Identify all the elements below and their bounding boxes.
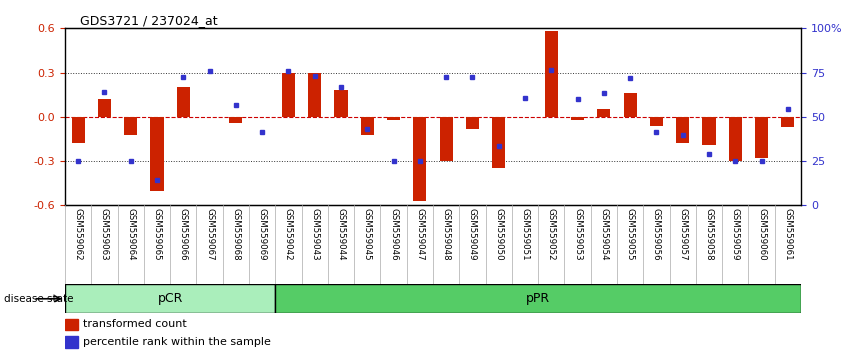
Text: GSM559069: GSM559069 bbox=[257, 208, 267, 260]
Bar bbox=[676, 117, 689, 143]
Text: GSM559048: GSM559048 bbox=[442, 208, 450, 260]
Text: GSM559065: GSM559065 bbox=[152, 208, 161, 260]
Text: GSM559068: GSM559068 bbox=[231, 208, 241, 260]
Bar bbox=[466, 117, 479, 129]
Text: GSM559050: GSM559050 bbox=[494, 208, 503, 260]
Bar bbox=[624, 93, 637, 117]
Text: GSM559046: GSM559046 bbox=[389, 208, 398, 260]
Text: GSM559053: GSM559053 bbox=[573, 208, 582, 260]
Bar bbox=[755, 117, 768, 158]
Text: GSM559063: GSM559063 bbox=[100, 208, 109, 260]
Bar bbox=[334, 90, 347, 117]
Bar bbox=[598, 109, 611, 117]
Text: pCR: pCR bbox=[158, 292, 183, 305]
Text: GSM559054: GSM559054 bbox=[599, 208, 609, 260]
Text: GSM559057: GSM559057 bbox=[678, 208, 688, 260]
Bar bbox=[571, 117, 585, 120]
Text: GSM559058: GSM559058 bbox=[705, 208, 714, 260]
Bar bbox=[387, 117, 400, 120]
Bar bbox=[361, 117, 374, 135]
Text: GSM559056: GSM559056 bbox=[652, 208, 661, 260]
Bar bbox=[781, 117, 794, 127]
Bar bbox=[65, 336, 78, 348]
Bar bbox=[413, 117, 426, 201]
Bar bbox=[440, 117, 453, 161]
Text: pPR: pPR bbox=[526, 292, 550, 305]
Text: transformed count: transformed count bbox=[83, 319, 187, 329]
Text: GSM559042: GSM559042 bbox=[284, 208, 293, 260]
Bar bbox=[729, 117, 742, 161]
Text: GSM559059: GSM559059 bbox=[731, 208, 740, 260]
Text: GSM559062: GSM559062 bbox=[74, 208, 82, 260]
Text: GSM559045: GSM559045 bbox=[363, 208, 372, 260]
Bar bbox=[492, 117, 505, 169]
Bar bbox=[650, 117, 663, 126]
Text: GSM559049: GSM559049 bbox=[468, 208, 477, 260]
Bar bbox=[151, 117, 164, 190]
Bar bbox=[98, 99, 111, 117]
Bar bbox=[72, 117, 85, 143]
Text: GDS3721 / 237024_at: GDS3721 / 237024_at bbox=[80, 14, 217, 27]
Text: GSM559060: GSM559060 bbox=[757, 208, 766, 260]
Text: GSM559044: GSM559044 bbox=[337, 208, 346, 260]
Bar bbox=[545, 31, 558, 117]
Bar bbox=[281, 73, 295, 117]
Bar bbox=[702, 117, 715, 145]
Bar bbox=[275, 284, 801, 313]
Text: GSM559064: GSM559064 bbox=[126, 208, 135, 260]
Bar bbox=[177, 87, 190, 117]
Text: GSM559066: GSM559066 bbox=[178, 208, 188, 260]
Text: GSM559067: GSM559067 bbox=[205, 208, 214, 260]
Bar bbox=[229, 117, 242, 123]
Text: GSM559055: GSM559055 bbox=[625, 208, 635, 260]
Text: GSM559061: GSM559061 bbox=[784, 208, 792, 260]
Bar bbox=[65, 284, 275, 313]
Text: GSM559043: GSM559043 bbox=[310, 208, 320, 260]
Text: GSM559047: GSM559047 bbox=[416, 208, 424, 260]
Text: percentile rank within the sample: percentile rank within the sample bbox=[83, 337, 271, 347]
Text: disease state: disease state bbox=[4, 294, 74, 304]
Bar bbox=[308, 73, 321, 117]
Bar bbox=[65, 319, 78, 330]
Text: GSM559051: GSM559051 bbox=[520, 208, 529, 260]
Text: GSM559052: GSM559052 bbox=[546, 208, 556, 260]
Bar bbox=[124, 117, 137, 135]
